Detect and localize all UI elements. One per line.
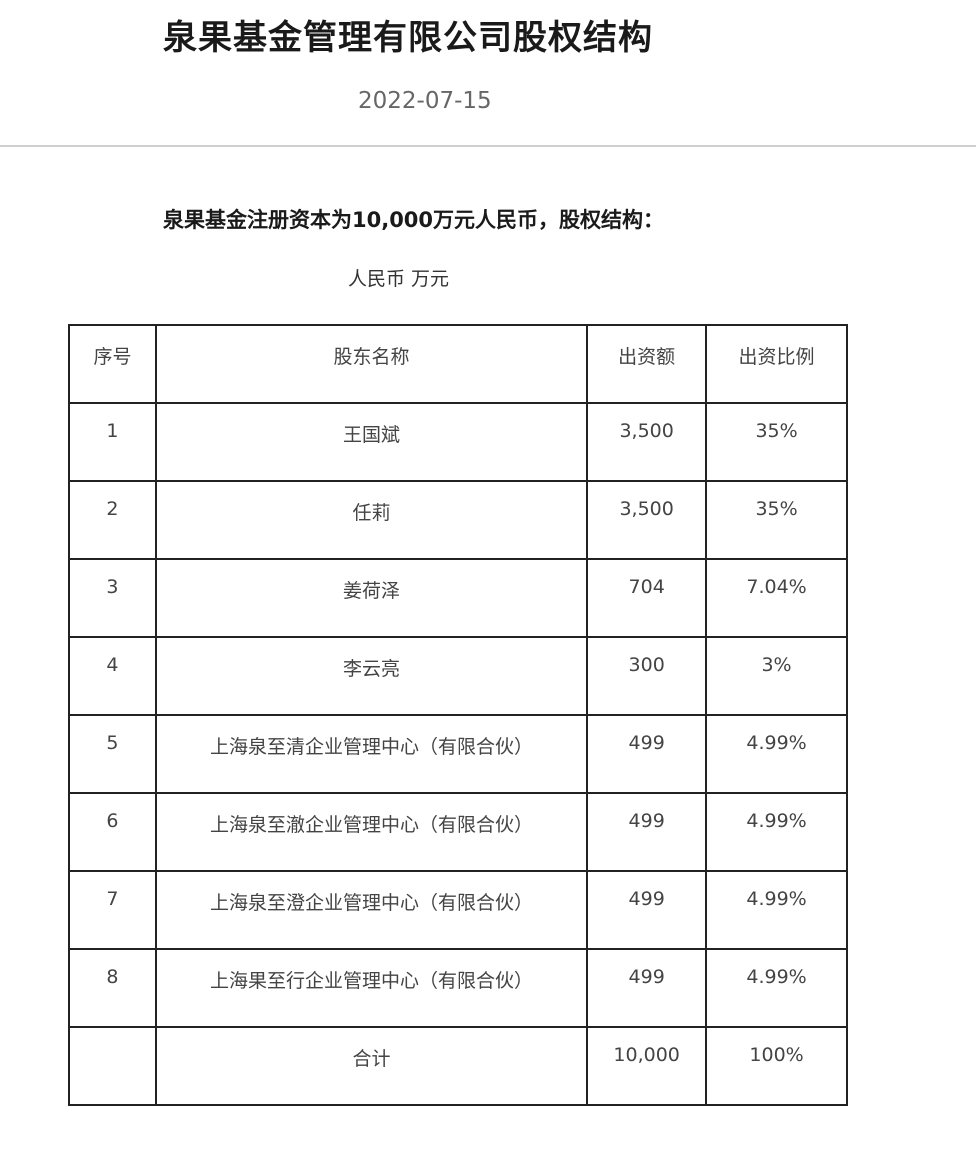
- cell-ratio: 100%: [705, 1026, 848, 1106]
- cell-index: 3: [68, 558, 157, 638]
- cell-index: 8: [68, 948, 157, 1028]
- table-total-row: 合计 10,000 100%: [68, 1026, 848, 1106]
- column-header: 股东名称: [154, 324, 589, 404]
- cell-ratio: 3%: [705, 636, 848, 716]
- cell-amount: 300: [586, 636, 708, 716]
- cell-amount: 3,500: [586, 480, 708, 560]
- cell-shareholder-name: 任莉: [154, 480, 589, 560]
- cell-shareholder-name: 姜荷泽: [154, 558, 589, 638]
- cell-index: 1: [68, 402, 157, 482]
- column-header: 出资额: [586, 324, 708, 404]
- cell-amount: 704: [586, 558, 708, 638]
- cell-ratio: 4.99%: [705, 714, 848, 794]
- section-subtitle: 泉果基金注册资本为10,000万元人民币，股权结构：: [163, 208, 665, 232]
- cell-amount: 3,500: [586, 402, 708, 482]
- cell-shareholder-name: 上海泉至澄企业管理中心（有限合伙）: [154, 870, 589, 950]
- cell-shareholder-name: 上海泉至澈企业管理中心（有限合伙）: [154, 792, 589, 872]
- table-row: 8 上海果至行企业管理中心（有限合伙） 499 4.99%: [68, 948, 848, 1028]
- cell-index: 5: [68, 714, 157, 794]
- cell-ratio: 35%: [705, 480, 848, 560]
- cell-index: [68, 1026, 157, 1106]
- cell-amount: 499: [586, 792, 708, 872]
- cell-shareholder-name: 上海泉至清企业管理中心（有限合伙）: [154, 714, 589, 794]
- divider: [0, 145, 976, 147]
- table-header-row: 序号 股东名称 出资额 出资比例: [68, 324, 848, 404]
- table-row: 1 王国斌 3,500 35%: [68, 402, 848, 482]
- unit-label: 人民币 万元: [348, 268, 450, 290]
- column-header: 出资比例: [705, 324, 848, 404]
- table-row: 6 上海泉至澈企业管理中心（有限合伙） 499 4.99%: [68, 792, 848, 872]
- cell-ratio: 4.99%: [705, 870, 848, 950]
- cell-index: 7: [68, 870, 157, 950]
- table-row: 3 姜荷泽 704 7.04%: [68, 558, 848, 638]
- table-row: 5 上海泉至清企业管理中心（有限合伙） 499 4.99%: [68, 714, 848, 794]
- table-row: 4 李云亮 300 3%: [68, 636, 848, 716]
- page-title: 泉果基金管理有限公司股权结构: [163, 18, 653, 58]
- cell-ratio: 4.99%: [705, 948, 848, 1028]
- cell-shareholder-name: 王国斌: [154, 402, 589, 482]
- cell-ratio: 4.99%: [705, 792, 848, 872]
- cell-amount: 499: [586, 714, 708, 794]
- cell-ratio: 35%: [705, 402, 848, 482]
- cell-shareholder-name: 李云亮: [154, 636, 589, 716]
- cell-index: 4: [68, 636, 157, 716]
- cell-ratio: 7.04%: [705, 558, 848, 638]
- cell-amount: 499: [586, 870, 708, 950]
- cell-amount: 10,000: [586, 1026, 708, 1106]
- table-row: 7 上海泉至澄企业管理中心（有限合伙） 499 4.99%: [68, 870, 848, 950]
- cell-amount: 499: [586, 948, 708, 1028]
- cell-index: 6: [68, 792, 157, 872]
- cell-shareholder-name: 上海果至行企业管理中心（有限合伙）: [154, 948, 589, 1028]
- shareholder-table: 序号 股东名称 出资额 出资比例 1 王国斌 3,500 35% 2 任莉 3,500 35%…: [68, 324, 848, 1106]
- column-header: 序号: [68, 324, 157, 404]
- publish-date: 2022-07-15: [358, 88, 492, 114]
- cell-shareholder-name: 合计: [154, 1026, 589, 1106]
- cell-index: 2: [68, 480, 157, 560]
- table-row: 2 任莉 3,500 35%: [68, 480, 848, 560]
